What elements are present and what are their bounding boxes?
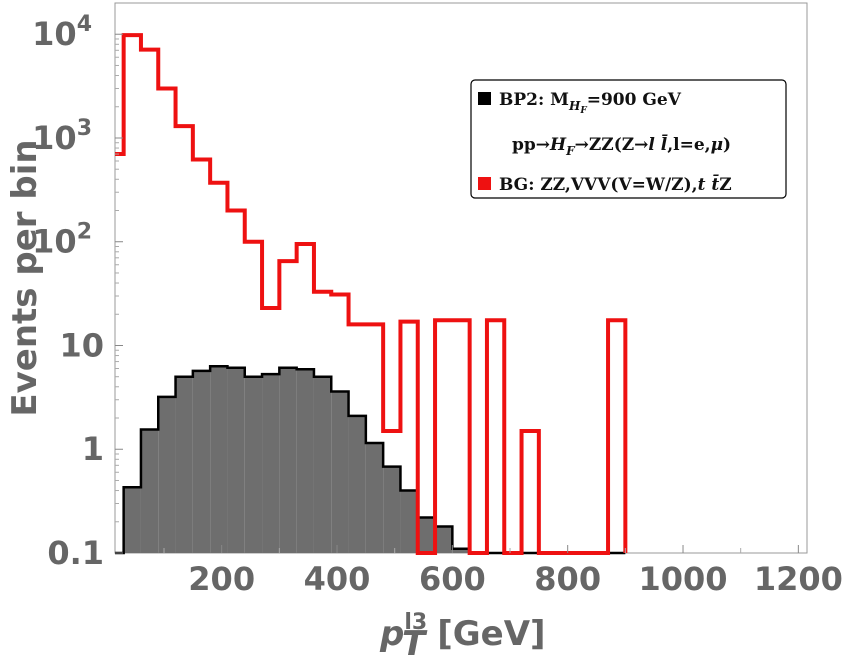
bp2-bar: [365, 442, 384, 553]
y-tick-label: 103: [32, 116, 92, 157]
bp2-bar: [244, 376, 263, 553]
bp2-bar: [158, 396, 176, 553]
bp2-bar: [296, 369, 314, 553]
y-tick-label: 104: [32, 12, 92, 53]
y-axis-title: Events per bin: [5, 139, 45, 416]
bp2-histogram-series: [123, 366, 470, 553]
bp2-bar: [348, 415, 366, 553]
y-tick-label: 1: [82, 430, 104, 468]
y-tick-label: 102: [32, 220, 92, 261]
x-tick-label: 1200: [754, 560, 843, 598]
bp2-bar: [175, 376, 193, 553]
bp2-bar: [383, 466, 401, 553]
legend-entry-bp2: BP2: MHF=900 GeV: [499, 90, 682, 116]
legend-box: [470, 79, 787, 199]
legend-bp2-after: =900 GeV: [587, 90, 682, 110]
legend-process-sub: F: [565, 144, 576, 158]
x-axis-title-sub: T: [402, 624, 428, 658]
y-axis-ticks: 0.1 1 10 102 103 104: [32, 12, 123, 572]
y-tick-label: 0.1: [47, 534, 104, 572]
x-axis-title-sup: l3: [404, 610, 427, 635]
legend-bg-math: t t̄: [698, 174, 720, 195]
legend-process-after3: ): [723, 135, 731, 155]
x-tick-label: 1000: [638, 560, 727, 598]
bp2-bar: [452, 548, 470, 553]
bp2-bar: [192, 370, 211, 553]
legend-bp2-sub: H: [568, 99, 581, 113]
legend-bp2-subsub: F: [579, 106, 587, 116]
legend-process-math3: μ: [711, 135, 723, 155]
bg-histogram-step-line: [115, 33, 628, 555]
bp2-bar: [400, 490, 418, 553]
bp2-bar: [279, 367, 297, 553]
x-tick-label: 400: [304, 560, 371, 598]
bp2-bar: [210, 366, 228, 553]
y-tick-label: 10: [59, 326, 104, 364]
legend-process-after2: ,l=e,: [667, 135, 710, 155]
x-tick-label: 600: [419, 560, 486, 598]
x-axis-ticks: 200 400 600 800 1000 1200: [163, 545, 843, 598]
x-axis-title-unit: [GeV]: [437, 614, 545, 654]
bp2-bar: [331, 391, 349, 553]
legend-bg-after: Z: [719, 175, 731, 195]
legend-entry-bg: BG: ZZ,VVV(V=W/Z),t t̄Z: [499, 174, 732, 195]
x-tick-label: 800: [534, 560, 601, 598]
x-tick-label: 200: [188, 560, 255, 598]
x-axis-title: pl3 [GeV] T: [379, 610, 546, 658]
legend-entry-process: pp→HF→ZZ(Z→l l̄,l=e,μ): [512, 134, 731, 158]
svg-text:pl3[GeV]: pl3 [GeV]: [379, 610, 546, 654]
legend-bg-text: BG: ZZ,VVV(V=W/Z),: [499, 175, 698, 195]
legend-marker-bg: [478, 177, 491, 190]
bp2-bar: [417, 517, 436, 553]
x-axis-title-p: p: [379, 614, 404, 654]
legend-process-after: →ZZ(Z→: [575, 135, 649, 155]
legend-process-math: H: [549, 135, 567, 155]
legend-marker-bp2: [478, 92, 491, 105]
bp2-bar: [313, 376, 332, 553]
bp2-bar: [262, 374, 280, 553]
legend-process-math2: l l̄: [648, 134, 668, 155]
bp2-bar: [123, 487, 141, 553]
bp2-bar: [435, 526, 453, 553]
legend-bp2-text: BP2: M: [499, 90, 569, 110]
legend-process-text: pp→: [512, 135, 550, 155]
bp2-bar: [227, 367, 245, 553]
bp2-bar: [140, 429, 159, 553]
legend: BP2: MHF=900 GeV pp→HF→ZZ(Z→l l̄,l=e,μ) …: [470, 79, 787, 199]
